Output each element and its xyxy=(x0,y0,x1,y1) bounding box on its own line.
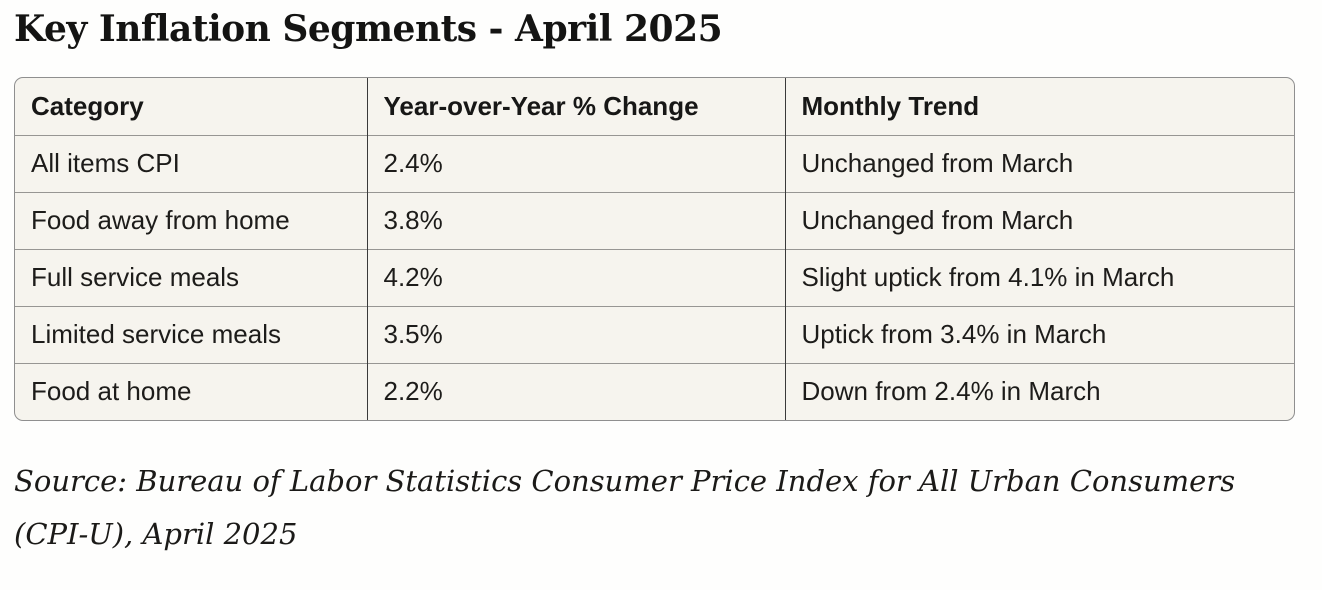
table-row: All items CPI 2.4% Unchanged from March xyxy=(15,134,1294,193)
cell-monthly-trend: Down from 2.4% in March xyxy=(784,362,1294,421)
article-fragment: Key Inflation Segments - April 2025 Cate… xyxy=(14,8,1295,551)
cell-yoy-change: 2.4% xyxy=(366,134,785,193)
table-row: Limited service meals 3.5% Uptick from 3… xyxy=(15,305,1294,364)
column-header-monthly-trend: Monthly Trend xyxy=(784,78,1294,136)
cell-yoy-change: 3.5% xyxy=(366,305,785,364)
cell-category: Limited service meals xyxy=(15,305,367,364)
cell-yoy-change: 2.2% xyxy=(366,362,785,421)
source-note: Source: Bureau of Labor Statistics Consu… xyxy=(14,464,1236,551)
table-header-row: Category Year-over-Year % Change Monthly… xyxy=(15,78,1294,136)
cell-monthly-trend: Uptick from 3.4% in March xyxy=(784,305,1294,364)
inflation-data-table: Category Year-over-Year % Change Monthly… xyxy=(15,78,1294,421)
page-title: Key Inflation Segments - April 2025 xyxy=(14,8,723,50)
cell-category: All items CPI xyxy=(15,134,367,193)
cell-monthly-trend: Slight uptick from 4.1% in March xyxy=(784,248,1294,307)
table-row: Food at home 2.2% Down from 2.4% in Marc… xyxy=(15,362,1294,421)
table-row: Full service meals 4.2% Slight uptick fr… xyxy=(15,248,1294,307)
table-row: Food away from home 3.8% Unchanged from … xyxy=(15,191,1294,250)
column-header-yoy-change: Year-over-Year % Change xyxy=(366,78,785,136)
column-header-category: Category xyxy=(31,90,144,121)
cell-category: Food away from home xyxy=(15,191,367,250)
inflation-table: Category Year-over-Year % Change Monthly… xyxy=(14,77,1295,422)
cell-monthly-trend: Unchanged from March xyxy=(784,191,1294,250)
cell-monthly-trend: Unchanged from March xyxy=(784,134,1294,193)
cell-yoy-change: 4.2% xyxy=(366,248,785,307)
cell-category: Food at home xyxy=(15,362,367,421)
cell-yoy-change: 3.8% xyxy=(366,191,785,250)
cell-category: Full service meals xyxy=(15,248,367,307)
